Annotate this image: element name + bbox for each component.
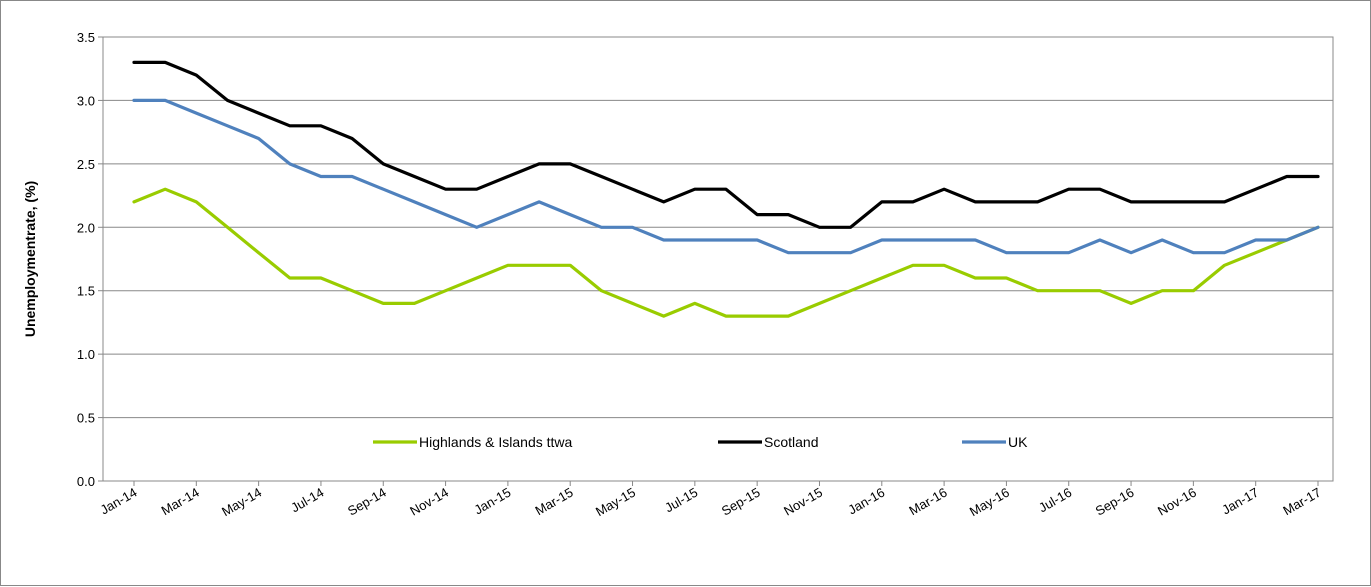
x-tick-label: Jan-15 xyxy=(471,485,513,518)
x-tick-label: Mar-15 xyxy=(533,485,576,519)
series-line-highlands-islands-ttwa xyxy=(132,187,1320,318)
x-tick-label: May-15 xyxy=(593,485,638,520)
x-tick-label: Nov-14 xyxy=(407,485,451,519)
y-tick-label: 1.0 xyxy=(77,347,95,362)
y-axis-label: Unemploymentrate, (%) xyxy=(22,181,38,337)
x-tick-label: Mar-17 xyxy=(1280,485,1323,519)
x-tick-label: May-16 xyxy=(967,485,1012,520)
x-tick-label: Jul-15 xyxy=(662,485,700,516)
series-line-uk xyxy=(132,98,1320,255)
series-line-scotland xyxy=(132,60,1320,229)
x-tick-label: Mar-16 xyxy=(906,485,949,519)
y-tick-label: 0.0 xyxy=(77,474,95,489)
x-tick-label: Mar-14 xyxy=(159,485,202,519)
legend-label: UK xyxy=(1008,434,1028,450)
legend-label: Scotland xyxy=(764,434,818,450)
plot-area-border xyxy=(102,36,1334,482)
x-tick-label: Nov-16 xyxy=(1155,485,1199,519)
y-tick-label: 1.5 xyxy=(77,284,95,299)
x-tick-label: Jan-14 xyxy=(98,485,140,518)
x-tick-label: Sep-14 xyxy=(345,485,389,519)
y-tick-label: 2.0 xyxy=(77,220,95,235)
y-tick-label: 3.5 xyxy=(77,30,95,45)
legend-label: Highlands & Islands ttwa xyxy=(419,434,573,450)
y-tick-label: 2.5 xyxy=(77,157,95,172)
x-tick-label: Sep-16 xyxy=(1093,485,1137,519)
y-tick-label: 3.0 xyxy=(77,93,95,108)
x-tick-label: Jul-14 xyxy=(288,485,326,516)
x-tick-label: Jan-16 xyxy=(845,485,887,518)
x-tick-label: Nov-15 xyxy=(781,485,825,519)
y-tick-label: 0.5 xyxy=(77,411,95,426)
x-tick-label: Sep-15 xyxy=(719,485,763,519)
x-tick-label: May-14 xyxy=(219,485,264,520)
x-tick-label: Jul-16 xyxy=(1036,485,1074,516)
x-tick-label: Jan-17 xyxy=(1219,485,1261,518)
